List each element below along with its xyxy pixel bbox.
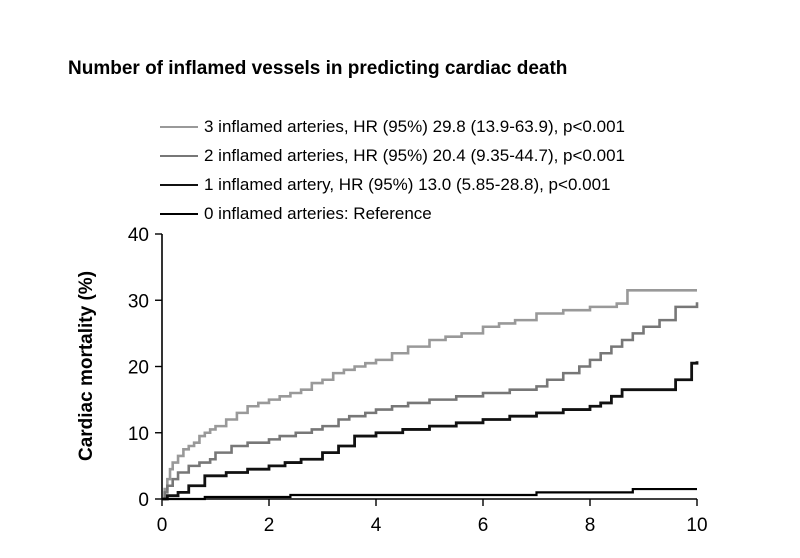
series-lines	[162, 289, 699, 501]
legend-label: 1 inflamed artery, HR (95%) 13.0 (5.85-2…	[204, 174, 611, 194]
y-tick-label: 20	[128, 358, 149, 379]
legend-swatch	[160, 125, 198, 128]
legend-swatch	[160, 212, 198, 215]
legend-swatch	[160, 183, 198, 186]
series-line-3	[162, 487, 697, 501]
legend-item: 2 inflamed arteries, HR (95%) 20.4 (9.35…	[160, 141, 625, 170]
legend-label: 2 inflamed arteries, HR (95%) 20.4 (9.35…	[204, 145, 625, 165]
y-tick-label: 40	[128, 225, 149, 246]
x-tick-label: 6	[478, 515, 489, 536]
legend-swatch	[160, 154, 198, 157]
y-tick-label: 0	[138, 490, 149, 511]
y-axis-label: Cardiac mortality (%)	[76, 271, 97, 461]
axis-ticks: 0 2 4 6 8 10 0 10 20 30 40	[128, 225, 708, 536]
legend-item: 0 inflamed arteries: Reference	[160, 199, 625, 228]
series-line-2	[162, 361, 699, 501]
chart-title: Number of inflamed vessels in predicting…	[68, 58, 568, 79]
y-tick-label: 10	[128, 424, 149, 445]
x-tick-label: 10	[686, 515, 707, 536]
legend-label: 0 inflamed arteries: Reference	[204, 203, 432, 223]
legend: 3 inflamed arteries, HR (95%) 29.8 (13.9…	[160, 112, 625, 228]
y-tick-label: 30	[128, 291, 149, 312]
legend-item: 3 inflamed arteries, HR (95%) 29.8 (13.9…	[160, 112, 625, 141]
x-tick-label: 2	[264, 515, 275, 536]
x-tick-label: 0	[157, 515, 168, 536]
series-line-0	[162, 289, 697, 501]
legend-label: 3 inflamed arteries, HR (95%) 29.8 (13.9…	[204, 116, 625, 136]
legend-item: 1 inflamed artery, HR (95%) 13.0 (5.85-2…	[160, 170, 625, 199]
series-line-1	[162, 302, 699, 501]
x-tick-label: 8	[585, 515, 596, 536]
x-tick-label: 4	[371, 515, 382, 536]
